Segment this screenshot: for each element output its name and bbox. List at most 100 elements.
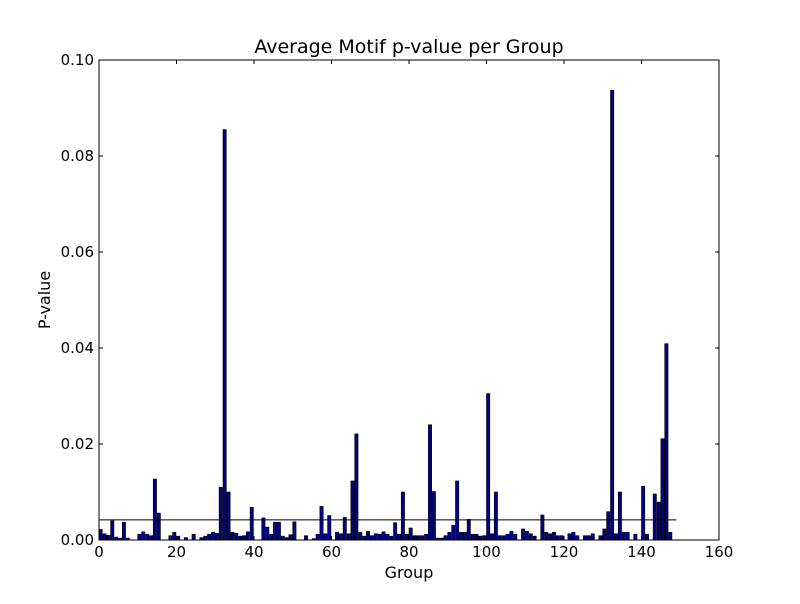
bar-group-73 (381, 531, 386, 541)
bar-group-93 (459, 532, 463, 541)
x-tick-label: 60 (322, 543, 341, 561)
bar-group-62 (338, 533, 343, 541)
bar-group-115 (544, 532, 549, 541)
bar-group-36 (238, 535, 243, 541)
bar-group-96 (470, 533, 475, 541)
bar-group-47 (280, 535, 285, 541)
bar-group-134 (617, 491, 622, 541)
bar-group-39 (249, 507, 254, 541)
bar-group-131 (606, 511, 611, 541)
bar-group-75 (389, 535, 394, 541)
bar-group-37 (242, 535, 246, 541)
bar-group-70 (369, 535, 374, 541)
bar-group-116 (548, 533, 553, 541)
y-axis-label: P-value (35, 271, 54, 329)
bar-group-123 (575, 535, 580, 541)
bar-group-68 (362, 535, 367, 541)
bar-group-33 (226, 491, 231, 541)
y-tick-label: 0.02 (61, 435, 94, 453)
bar-group-86 (431, 491, 436, 541)
bar-group-141 (645, 533, 649, 541)
bar-group-1 (102, 533, 107, 541)
bar-group-82 (416, 535, 421, 541)
bar-group-100 (486, 393, 491, 541)
x-tick-label: 160 (705, 543, 734, 561)
bar-group-29 (211, 532, 215, 541)
bar-group-31 (218, 486, 223, 541)
y-tick-label: 0.00 (61, 531, 94, 549)
plot-frame (98, 59, 720, 541)
bar-group-106 (509, 531, 514, 541)
bar-group-27 (203, 535, 208, 541)
bar-group-79 (404, 533, 409, 541)
bar-group-121 (567, 533, 572, 541)
ticks-layer: 0 20 40 60 80 100 120 140 160 0.00 0.02 0.04 0.06 0.0… (61, 51, 734, 561)
bar-group-103 (497, 535, 502, 541)
bar-group-146 (664, 343, 669, 541)
bar-group-6 (121, 521, 126, 541)
x-tick-label: 0 (94, 543, 104, 561)
bar-group-107 (513, 533, 518, 541)
bar-group-46 (276, 521, 281, 541)
bar-group-49 (288, 534, 293, 541)
bar-group-69 (366, 531, 370, 541)
y-tick-label: 0.10 (61, 51, 94, 69)
bar-group-118 (555, 535, 560, 541)
x-tick-label: 100 (472, 543, 501, 561)
bar-group-42 (261, 517, 266, 541)
bar-group-117 (552, 532, 556, 541)
bar-group-85 (428, 424, 432, 541)
bar-group-78 (400, 491, 405, 541)
bar-group-72 (377, 533, 382, 541)
bar-group-125 (583, 535, 587, 541)
bar-group-59 (327, 515, 332, 541)
bar-group-30 (214, 532, 219, 541)
x-tick-label: 120 (550, 543, 579, 561)
bar-group-98 (478, 535, 483, 541)
bar-group-102 (493, 491, 498, 541)
bar-group-67 (358, 532, 363, 541)
bar-group-95 (466, 519, 471, 541)
bar-group-140 (641, 485, 646, 541)
bar-group-90 (447, 532, 452, 541)
bar-group-43 (265, 526, 270, 541)
bar-group-10 (137, 533, 142, 541)
bar-group-110 (524, 531, 529, 541)
bar-group-56 (315, 533, 320, 541)
x-axis-label: Group (385, 563, 434, 582)
bar-group-147 (668, 532, 673, 541)
bar-group-104 (501, 535, 506, 541)
bar-group-2 (106, 534, 111, 541)
bar-group-50 (292, 521, 297, 541)
bar-group-34 (230, 532, 235, 541)
bar-group-91 (451, 524, 456, 541)
bar-group-126 (586, 535, 591, 541)
bar-group-132 (610, 89, 615, 541)
x-tick-label: 80 (399, 543, 418, 561)
bar-group-129 (598, 535, 603, 541)
bar-group-32 (222, 129, 227, 541)
x-tick-label: 20 (167, 543, 186, 561)
bar-group-145 (660, 438, 665, 541)
bar-group-109 (521, 528, 525, 541)
bar-group-19 (172, 532, 177, 541)
bar-group-28 (207, 533, 212, 541)
bar-group-114 (540, 514, 545, 541)
bar-group-13 (149, 535, 153, 541)
bar-group-61 (335, 532, 339, 541)
bar-group-101 (490, 533, 494, 541)
bar-group-122 (571, 532, 576, 541)
bar-group-94 (462, 532, 467, 541)
bar-group-144 (656, 501, 661, 541)
bar-group-38 (245, 531, 250, 541)
bar-group-45 (273, 521, 277, 541)
bar-group-97 (474, 533, 479, 541)
bar-group-11 (141, 531, 146, 541)
bar-group-14 (152, 478, 157, 541)
bar-group-74 (385, 533, 390, 541)
bar-group-57 (319, 506, 324, 541)
bar-group-24 (191, 533, 196, 541)
